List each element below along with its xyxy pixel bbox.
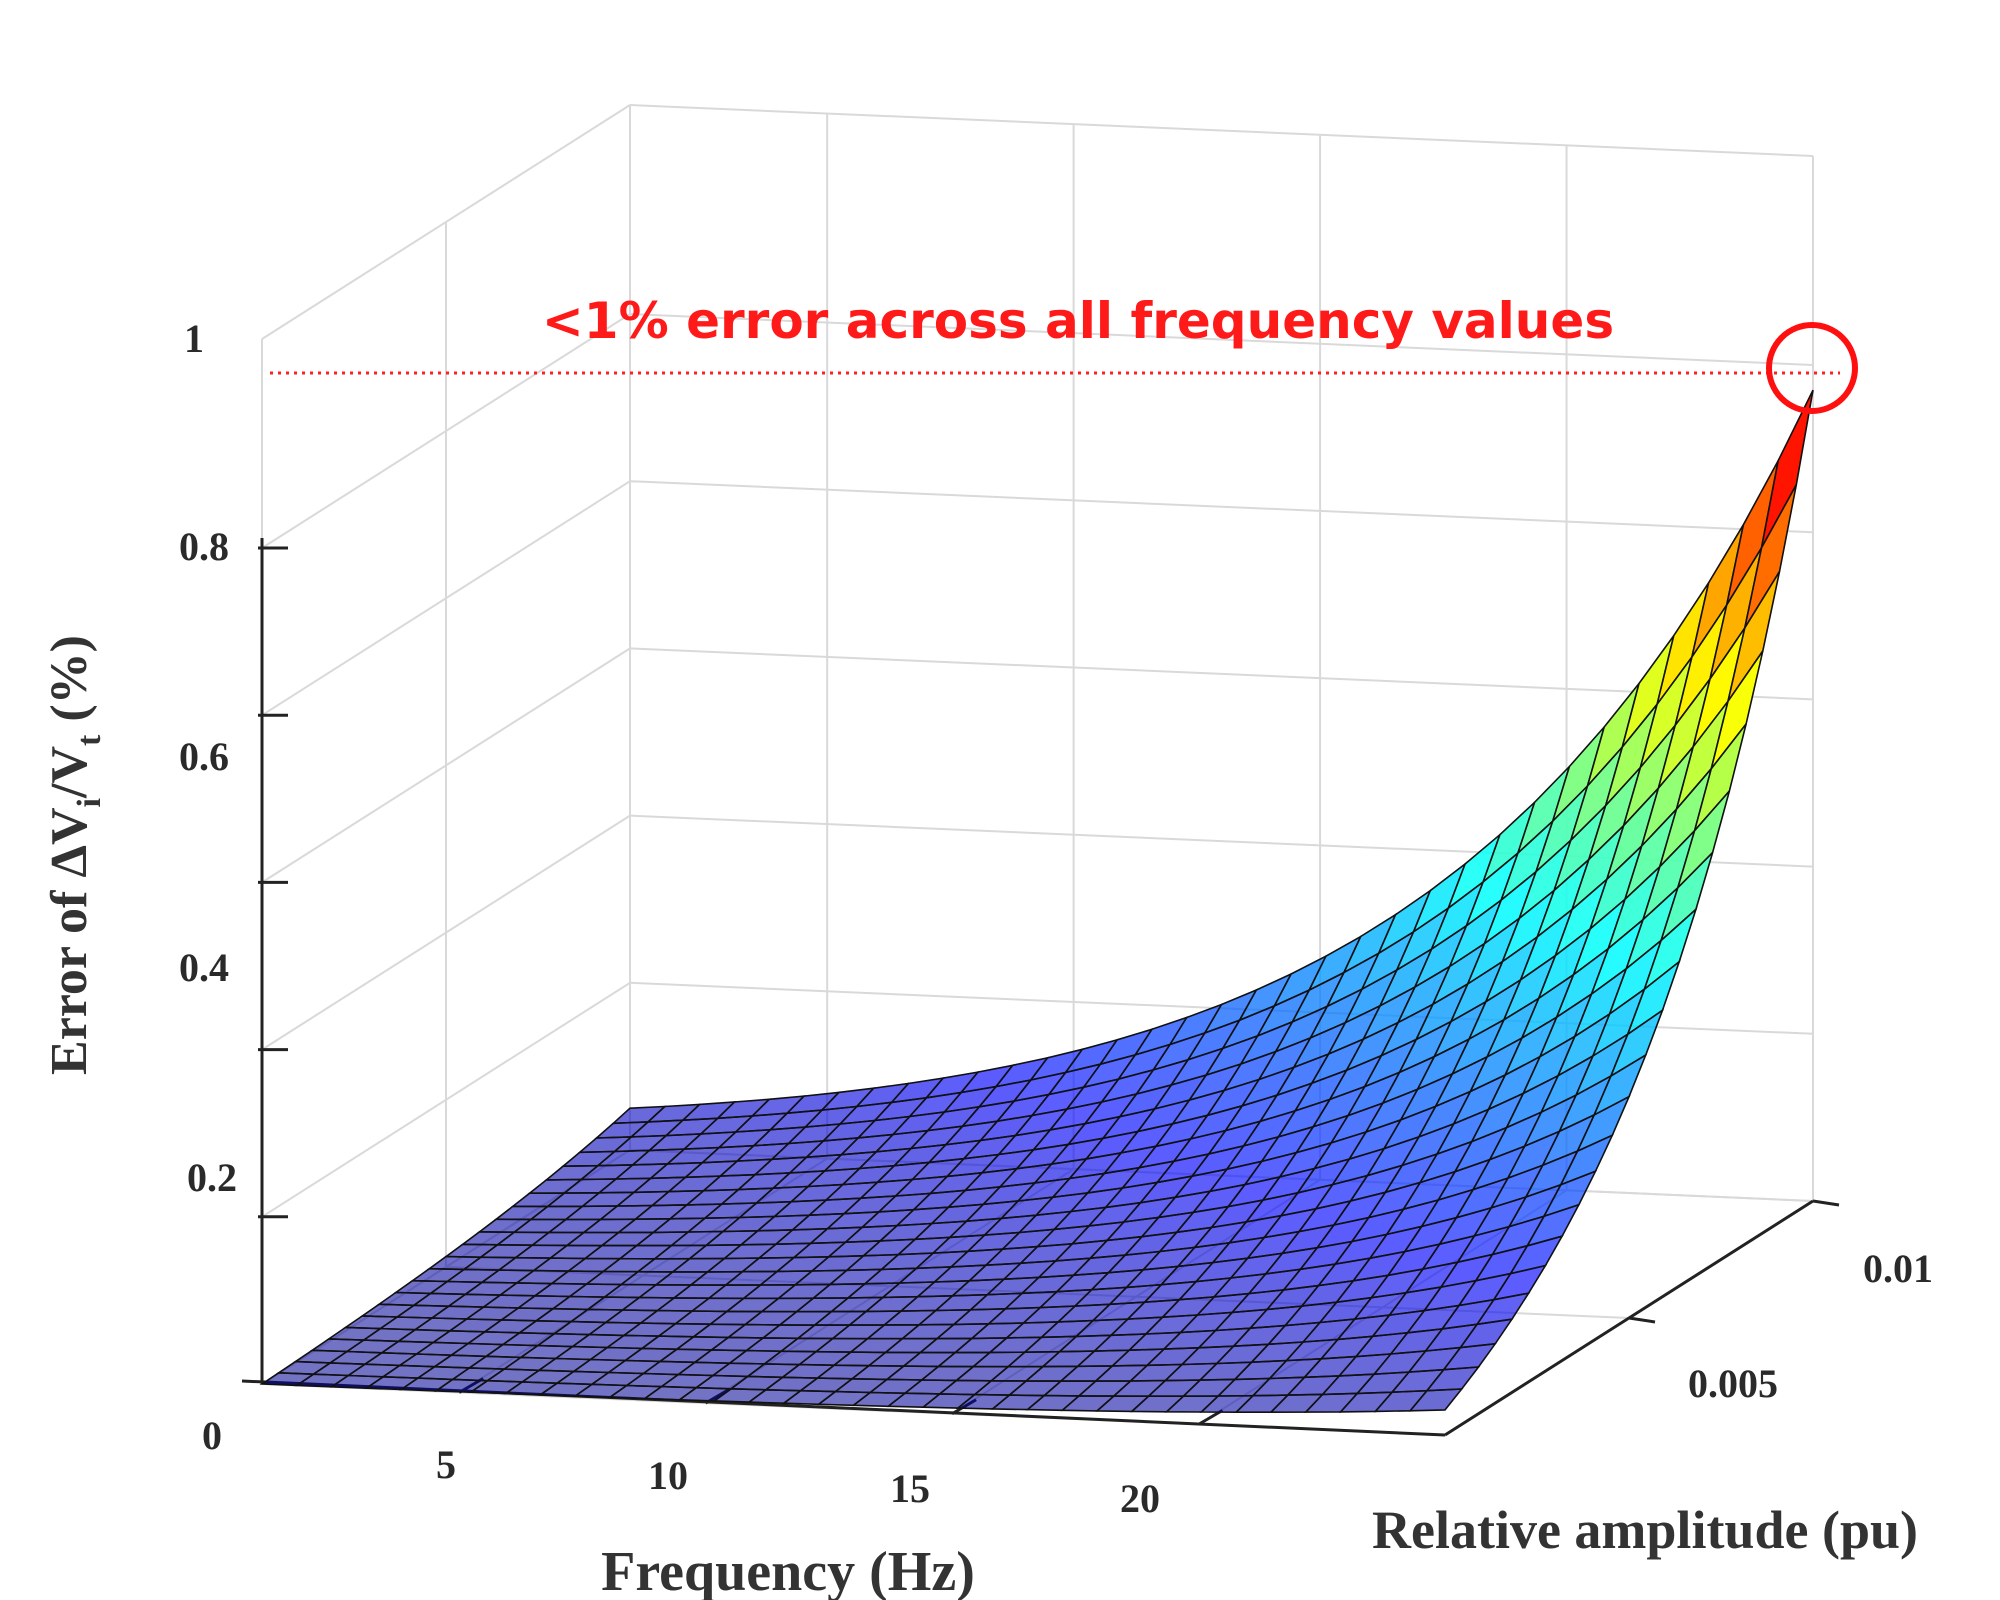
y-axis-title: Relative amplitude (pu): [1372, 1500, 1918, 1560]
surface-cell: [1408, 1388, 1464, 1412]
grid-line: [629, 480, 1814, 534]
z-tick-label: 0.6: [179, 734, 229, 779]
surface-layer: [259, 389, 1814, 1414]
x-tick-label: 10: [648, 1453, 688, 1498]
y-tick-label: 0.01: [1863, 1246, 1933, 1291]
annotation-text: <1% error across all frequency values: [542, 292, 1614, 350]
y-tick-label: 0.005: [1688, 1361, 1778, 1406]
y-tick-labels: 0.005 0.01: [1688, 1246, 1933, 1406]
z-tick-labels: 0 0.2 0.4 0.6 0.8 1: [179, 316, 237, 1458]
z-tick-label: 0.8: [179, 524, 229, 569]
x-tick-label: 5: [436, 1442, 456, 1487]
y-tick: [1628, 1316, 1656, 1324]
x-tick-label: 20: [1120, 1476, 1160, 1521]
grid-line: [629, 104, 1814, 157]
z-axis-title: Error of ΔVi/Vt (%): [41, 635, 108, 1075]
z-tick-label: 0.4: [179, 945, 229, 990]
x-tick-label: 15: [890, 1466, 930, 1511]
annotation-circle: [1766, 322, 1858, 414]
x-tick-labels: 5 10 15 20: [436, 1442, 1160, 1521]
grid-layer: [261, 104, 1814, 1436]
z-tick-label: 0.2: [187, 1155, 237, 1200]
x-axis-title: Frequency (Hz): [601, 1541, 975, 1600]
z-tick-label: 1: [184, 316, 204, 361]
z-tick-label: 0: [202, 1413, 222, 1458]
y-tick: [1812, 1199, 1840, 1207]
